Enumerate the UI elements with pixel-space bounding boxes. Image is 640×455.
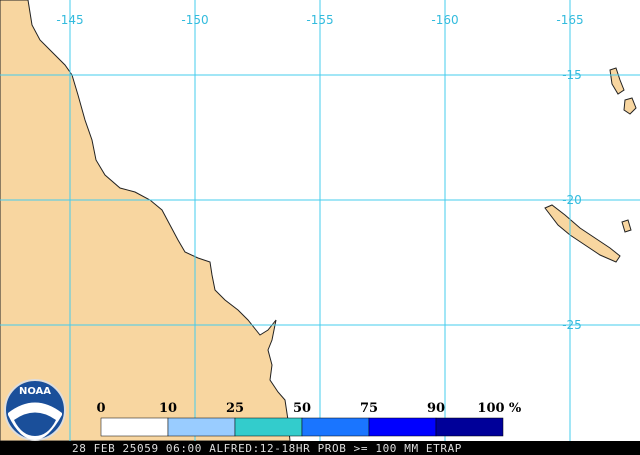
legend-label: 50 — [293, 401, 311, 416]
grid-labels: -145 -150 -155 -160 -165 -15 -20 -25 — [56, 13, 583, 332]
footer-text: 28 FEB 25059 06:00 ALFRED:12-18HR PROB >… — [72, 442, 462, 455]
legend-label: 90 — [427, 401, 445, 416]
logo-bird — [14, 412, 56, 436]
grid — [0, 0, 640, 441]
longitude-label: -145 — [56, 13, 83, 27]
legend-swatch — [435, 417, 504, 437]
legend-label: 25 — [226, 401, 244, 416]
legend-label: 0 — [96, 401, 105, 416]
noaa-logo: NOAA — [4, 379, 66, 441]
longitude-label: -160 — [431, 13, 458, 27]
legend-label: 100 — [477, 401, 504, 416]
longitude-label: -155 — [306, 13, 333, 27]
legend-swatch — [301, 417, 370, 437]
australia-land — [0, 0, 291, 442]
legend: 0 10 25 50 75 90 100% — [96, 401, 522, 437]
latitude-label: -25 — [562, 318, 582, 332]
legend-swatch — [368, 417, 437, 437]
longitude-label: -165 — [556, 13, 583, 27]
legend-label: 75 — [360, 401, 378, 416]
legend-swatch — [234, 417, 303, 437]
island — [621, 219, 632, 233]
legend-swatch — [100, 417, 169, 437]
logo-text: NOAA — [19, 386, 51, 397]
legend-swatch — [167, 417, 236, 437]
latitude-label: -20 — [562, 193, 582, 207]
longitude-label: -150 — [181, 13, 208, 27]
legend-label: 10 — [159, 401, 177, 416]
footer-bar — [0, 441, 640, 455]
legend-unit: % — [509, 401, 522, 416]
latitude-label: -15 — [562, 68, 582, 82]
vanuatu-island — [623, 97, 637, 115]
